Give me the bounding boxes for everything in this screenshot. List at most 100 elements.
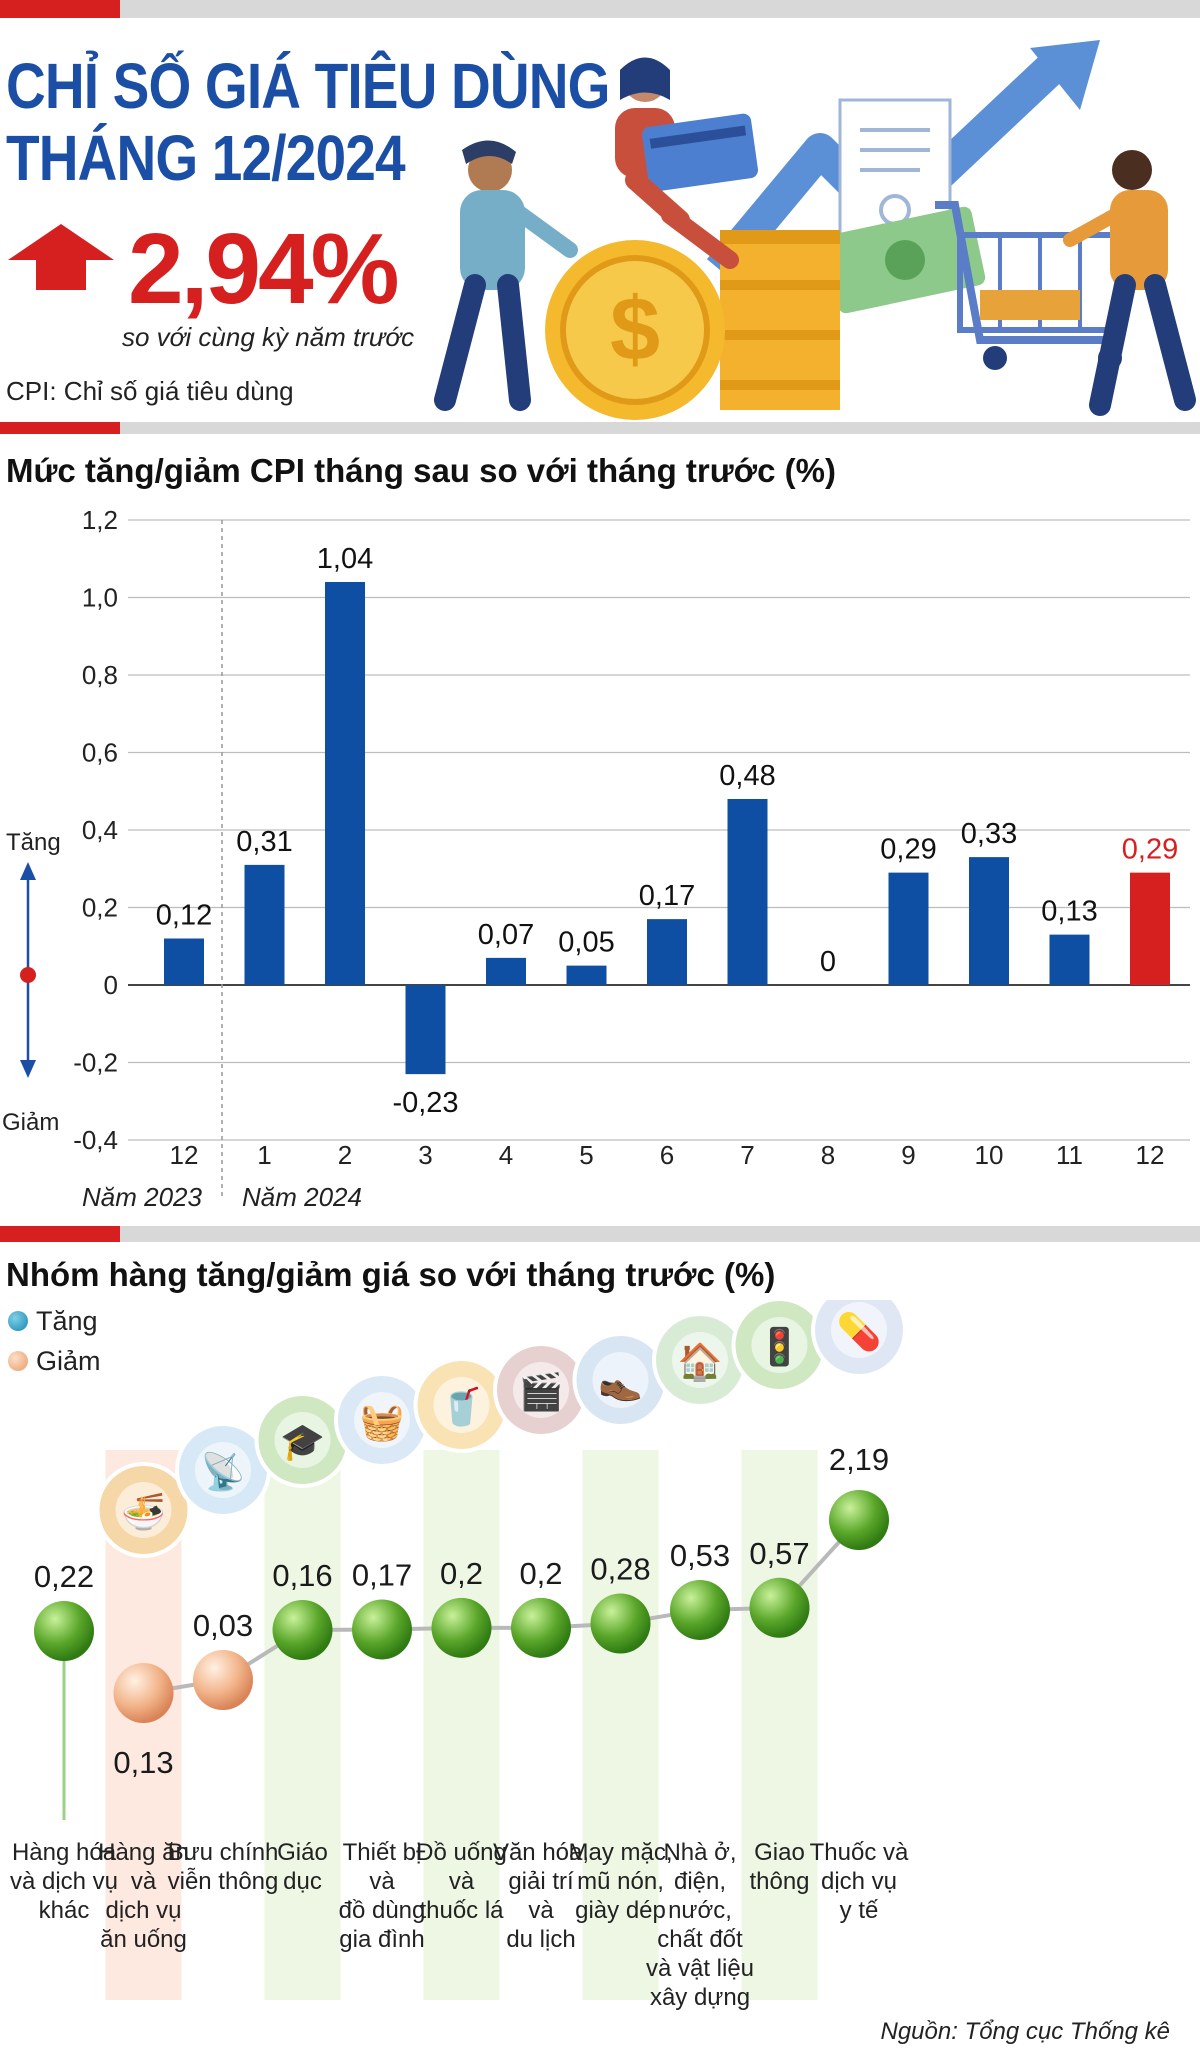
cpi-bar-chart: -0,4 -0,2 0 0,2 0,4 0,6 0,8 1,0 1,2 0,12 0,31 1,04… bbox=[2, 505, 1190, 1212]
bar bbox=[1049, 934, 1090, 985]
money-note-icon bbox=[824, 206, 986, 314]
group-value-label: 0,03 bbox=[193, 1608, 253, 1643]
svg-text:🎬: 🎬 bbox=[519, 1371, 564, 1412]
zero-dot-icon bbox=[20, 967, 36, 983]
increase-dot bbox=[511, 1597, 571, 1658]
increase-dot bbox=[34, 1601, 94, 1661]
value-labels: 0,12 0,31 1,04 -0,23 0,07 0,05 0,17 0,48 0 0,29 0,… bbox=[156, 543, 1178, 1119]
traffic-light-icon: 🚦 bbox=[731, 1300, 828, 1393]
group-category-label: Thuốc và dịch vụ y tế bbox=[810, 1839, 909, 1924]
bar-value-label: 1,04 bbox=[317, 543, 373, 575]
y-tick-label: 1,2 bbox=[82, 505, 118, 535]
headline-value: 2,94% bbox=[128, 213, 400, 325]
group-price-chart: 🍜📡🎓 🧺 🥤 🎬 👞 🏠 🚦 💊 0,220,130,030,16 0,17 0,2 0,2 0,2… bbox=[10, 1300, 909, 2010]
top-accent-bar bbox=[0, 0, 1200, 18]
column-band bbox=[741, 1450, 818, 2000]
value-connector bbox=[143, 1518, 861, 1695]
legend-decrease-dot bbox=[8, 1350, 28, 1371]
increase-dot bbox=[829, 1490, 889, 1550]
bar-value-label: 0,12 bbox=[156, 900, 212, 932]
bar-value-label: 0,48 bbox=[719, 760, 775, 792]
svg-text:📡: 📡 bbox=[201, 1449, 246, 1492]
bar-value-label: -0,23 bbox=[392, 1087, 458, 1119]
legend-decrease-label: Giảm bbox=[36, 1346, 101, 1376]
bar bbox=[164, 938, 204, 985]
bar bbox=[244, 864, 285, 985]
increase-dot bbox=[272, 1600, 333, 1660]
decrease-label: Giảm bbox=[2, 1109, 59, 1136]
person-right-icon bbox=[1063, 150, 1196, 416]
food-bowl-icon: 🍜 bbox=[95, 1462, 192, 1558]
group-category-label: Nhà ở, điện, nước, chất đốt và vật liệu xây d… bbox=[646, 1839, 754, 2010]
value-connector-line bbox=[143, 1518, 861, 1695]
group-value-label: 0,13 bbox=[113, 1745, 173, 1780]
section1-title: Mức tăng/giảm CPI tháng sau so với tháng… bbox=[6, 452, 836, 489]
increase-dot bbox=[590, 1593, 651, 1654]
up-arrow-icon bbox=[8, 224, 114, 290]
x-tick-label: 8 bbox=[821, 1140, 835, 1170]
section1-divider bbox=[0, 422, 1200, 434]
film-reel-icon: 🎬 bbox=[493, 1342, 589, 1438]
bar-value-label: 0,13 bbox=[1041, 896, 1097, 928]
title-line-2: THÁNG 12/2024 bbox=[6, 122, 406, 194]
legend-increase-dot bbox=[8, 1310, 28, 1331]
category-icons: 🍜 📡 🎓 🧺 🥤 🎬 👞 🏠 🚦 💊 bbox=[95, 1300, 907, 1558]
group-category-label: Thiết bị và đồ dùng gia đình bbox=[339, 1839, 426, 1953]
bar bbox=[325, 582, 365, 985]
bar bbox=[888, 872, 929, 985]
page-title: CHỈ SỐ GIÁ TIÊU DÙNG THÁNG 12/2024 bbox=[6, 50, 610, 194]
column-band bbox=[423, 1450, 500, 2000]
svg-text:💊: 💊 bbox=[837, 1310, 882, 1353]
section2-divider-red bbox=[0, 1226, 120, 1242]
legend-increase-label: Tăng bbox=[36, 1306, 98, 1336]
svg-text:🏠: 🏠 bbox=[678, 1341, 723, 1382]
group-category-label: Hàng hóa và dịch vụ khác bbox=[10, 1839, 118, 1924]
group-value-label: 0,57 bbox=[749, 1536, 809, 1571]
section2-title: Nhóm hàng tăng/giảm giá so với tháng trư… bbox=[6, 1256, 776, 1293]
group-value-label: 0,2 bbox=[440, 1556, 483, 1591]
bars bbox=[164, 582, 1170, 1075]
y-tick-label: 1,0 bbox=[82, 583, 118, 613]
x-tick-label: 1 bbox=[257, 1140, 271, 1170]
group-value-label: 0,28 bbox=[590, 1551, 650, 1586]
group-value-label: 2,19 bbox=[829, 1442, 889, 1477]
bar-value-label: 0,07 bbox=[478, 919, 534, 951]
person-center-icon bbox=[615, 57, 759, 269]
bar bbox=[647, 919, 687, 985]
x-tick-label: 6 bbox=[660, 1140, 674, 1170]
x-tick-label: 3 bbox=[418, 1140, 432, 1170]
section2-divider bbox=[0, 1226, 1200, 1242]
shirt-shoes-icon: 👞 bbox=[572, 1332, 669, 1428]
group-category-label: Bưu chính viễn thông bbox=[168, 1839, 279, 1895]
bar-value-label: 0,29 bbox=[880, 834, 936, 866]
group-category-label: Giáo dục bbox=[277, 1839, 328, 1895]
svg-text:🧺: 🧺 bbox=[360, 1401, 405, 1442]
group-category-label: Giao thông bbox=[749, 1839, 809, 1895]
svg-text:🚦: 🚦 bbox=[757, 1326, 802, 1367]
svg-text:🍜: 🍜 bbox=[121, 1491, 166, 1532]
legend-increase: Tăng bbox=[8, 1306, 98, 1337]
bar bbox=[969, 857, 1009, 985]
x-tick-label: 11 bbox=[1056, 1140, 1083, 1170]
x-tick-label: 2 bbox=[338, 1140, 352, 1170]
y-tick-label: -0,2 bbox=[73, 1048, 118, 1078]
grid-lines bbox=[128, 519, 1190, 1141]
bar-value-label: 0,31 bbox=[236, 826, 292, 858]
increase-dot bbox=[670, 1579, 730, 1640]
drinks-cigarettes-icon: 🥤 bbox=[413, 1357, 510, 1453]
y-tick-label: 0 bbox=[104, 970, 118, 1000]
svg-text:👞: 👞 bbox=[598, 1361, 643, 1402]
bar bbox=[486, 957, 526, 985]
coin-stack-icon bbox=[720, 230, 840, 410]
increase-dot bbox=[749, 1577, 810, 1638]
group-value-label: 0,16 bbox=[272, 1558, 332, 1593]
group-value-label: 0,22 bbox=[34, 1559, 94, 1594]
column-band bbox=[264, 1450, 341, 2000]
svg-text:🎓: 🎓 bbox=[280, 1421, 325, 1462]
column-bands bbox=[105, 1450, 818, 2000]
group-value-label: 0,17 bbox=[352, 1557, 412, 1592]
bar-value-label: 0,33 bbox=[961, 818, 1017, 850]
group-category-label: Văn hóa, giải trí và du lịch bbox=[493, 1839, 589, 1953]
section1-divider-red bbox=[0, 422, 120, 434]
